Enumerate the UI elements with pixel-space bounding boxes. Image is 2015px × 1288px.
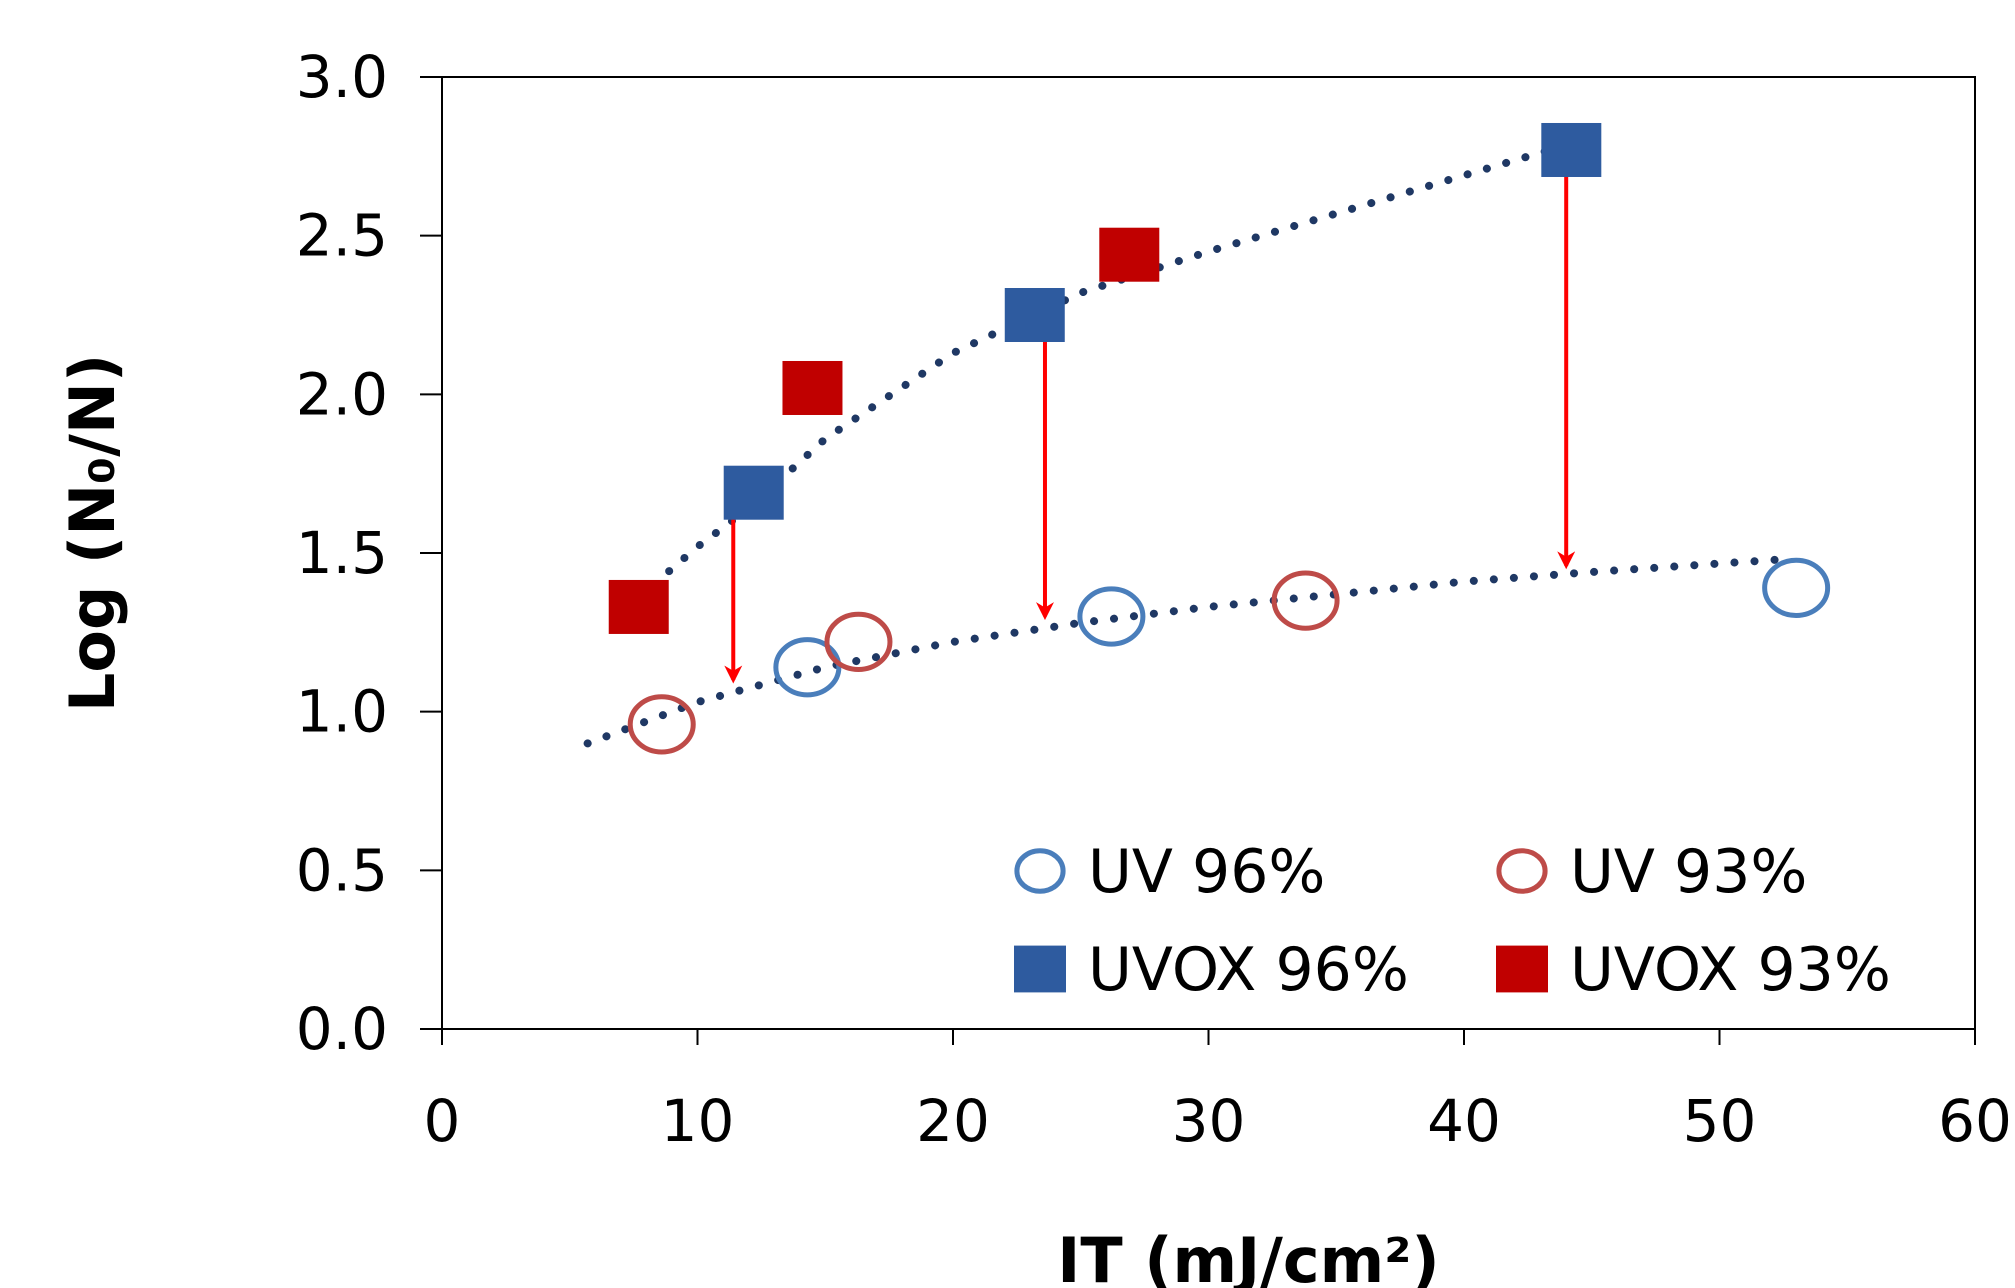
y-tick-label: 0.5 (296, 836, 388, 904)
point-uvox-93 (782, 360, 843, 415)
y-tick-label: 1.0 (296, 678, 388, 746)
y-tick-label: 0.0 (296, 995, 388, 1063)
x-axis-title: IT (mJ/cm²) (1057, 1224, 1439, 1288)
trendline-2 (583, 555, 1788, 748)
point-uvox-96 (1004, 288, 1065, 342)
x-tick-label: 60 (1938, 1087, 2012, 1155)
point-uvox-96 (723, 465, 784, 520)
arrows (724, 152, 1576, 684)
point-uv-93 (1271, 570, 1340, 631)
legend-label-uv-93: UV 93% (1570, 837, 1807, 907)
point-uvox-93 (1099, 227, 1160, 282)
y-axis-title: Log (N₀/N) (56, 354, 129, 712)
point-uv-96 (1077, 586, 1146, 647)
legend-marker-uvox-96 (1014, 945, 1066, 993)
y-tick-label: 2.0 (296, 360, 388, 428)
y-axis: 0.0 0.5 1.0 1.5 2.0 2.5 3.0 (296, 43, 442, 1063)
legend-marker-uv-96 (1014, 848, 1066, 894)
point-uv-93 (824, 611, 893, 672)
point-uvox-96 (1541, 122, 1602, 177)
legend-marker-uv-93 (1496, 848, 1548, 894)
point-uvox-93 (608, 579, 669, 634)
trendlines (583, 139, 1788, 748)
x-tick-label: 40 (1427, 1087, 1501, 1155)
point-uv-93 (627, 694, 696, 755)
x-tick-label: 10 (661, 1087, 735, 1155)
x-tick-label: 50 (1683, 1087, 1757, 1155)
point-uv-96 (1762, 557, 1831, 619)
legend-marker-uvox-93 (1496, 945, 1548, 993)
x-tick-label: 0 (424, 1087, 461, 1155)
y-tick-label: 2.5 (296, 202, 388, 270)
x-tick-label: 30 (1172, 1087, 1246, 1155)
legend-label-uvox-96: UVOX 96% (1088, 935, 1409, 1005)
y-tick-label: 3.0 (296, 43, 388, 111)
x-axis: 0 10 20 30 40 50 60 (424, 1029, 2012, 1155)
trendline-1 (634, 139, 1576, 602)
data-points (608, 122, 1831, 755)
legend: UV 96% UV 93% UVOX 96% UVOX 93% (1014, 837, 1891, 1005)
point-uv-96 (773, 637, 842, 698)
legend-label-uvox-93: UVOX 93% (1570, 935, 1891, 1005)
legend-label-uv-96: UV 96% (1088, 837, 1325, 907)
x-tick-label: 20 (916, 1087, 990, 1155)
y-tick-label: 1.5 (296, 519, 388, 587)
